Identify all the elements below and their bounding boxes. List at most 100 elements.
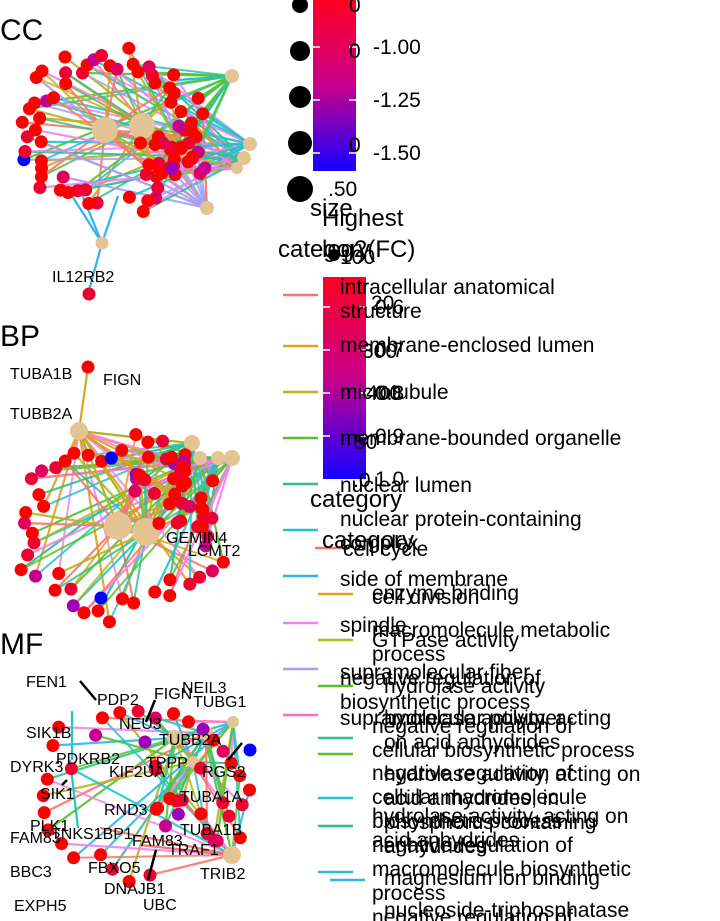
gene-node <box>194 761 208 775</box>
size-partial-tick: 300 <box>362 340 397 363</box>
cc-category-legend: intracellular anatomical structure membr… <box>340 276 621 730</box>
category-legend-title-2: category <box>322 527 414 554</box>
gene-node <box>196 107 210 121</box>
network-edge <box>78 430 181 474</box>
gene-label: PLK1 <box>30 818 69 835</box>
gene-node <box>113 706 127 720</box>
gene-node <box>163 792 177 805</box>
gene-label: TUBG1 <box>193 694 246 711</box>
gene-node <box>205 511 219 525</box>
mf-category-label: on acid anhydrides <box>384 731 560 754</box>
gene-node <box>36 789 50 803</box>
bp-category-label: cell division <box>372 586 479 609</box>
network-edge <box>177 74 233 82</box>
mf-category-label: acid anhydrides, in <box>384 787 559 810</box>
network-edge <box>47 737 176 831</box>
bp-category-label: negative regulation of <box>340 667 541 690</box>
network-edge <box>26 135 208 210</box>
bp-category-label: macromolecule metabolic <box>372 619 610 642</box>
cc-gene-labels: IL12RB2 <box>52 269 114 286</box>
gene-node <box>82 287 96 301</box>
gene-label: TUBB2A <box>159 732 222 749</box>
bp-category-label: negative regulation of <box>372 834 573 857</box>
cc-category-label: membrane-enclosed lumen <box>340 334 594 357</box>
gene-node <box>82 197 96 210</box>
gene-node <box>243 783 256 797</box>
cc-category-label: intracellular anatomical <box>340 276 555 299</box>
category-node <box>243 137 257 151</box>
gene-node <box>139 168 153 181</box>
gene-label: TRAF1 <box>168 842 219 859</box>
network-edge <box>164 737 177 827</box>
gene-node <box>194 491 208 505</box>
gene-node <box>18 145 32 158</box>
gene-node <box>32 488 46 502</box>
bp-category-label: negative regulation of <box>372 906 573 921</box>
network-edge <box>154 721 234 768</box>
gene-node <box>198 161 212 175</box>
gene-node <box>195 520 209 534</box>
gene-node <box>89 728 103 742</box>
gene-node <box>141 450 155 464</box>
gene-node <box>28 123 42 137</box>
gene-node <box>122 41 136 55</box>
cc-category-label: supramolecular polymer <box>340 707 564 730</box>
gene-label: FEN1 <box>26 674 67 691</box>
gene-node <box>64 582 78 596</box>
cc-category-label: supramolecular fiber <box>340 661 530 684</box>
network-edge <box>169 721 234 800</box>
category-node <box>70 422 88 440</box>
mf-category-label: phosphorus-containing <box>384 811 596 834</box>
network-edge <box>188 457 219 508</box>
gene-node <box>148 759 162 773</box>
gene-node <box>127 596 141 610</box>
gene-node <box>142 158 156 172</box>
cc-category-label: membrane-bounded organelle <box>340 427 621 450</box>
gene-node <box>131 65 145 79</box>
gene-label: FBXO5 <box>88 860 141 877</box>
gene-node <box>147 487 161 500</box>
gene-label: BBC3 <box>10 864 52 881</box>
gene-node <box>19 506 33 519</box>
gene-node <box>174 142 188 155</box>
gene-label: IL12RB2 <box>52 269 114 286</box>
gene-node <box>172 119 186 133</box>
bp-category-label: biosynthetic process <box>372 810 562 833</box>
network-edge <box>156 737 177 809</box>
gene-node <box>129 428 143 442</box>
gene-node <box>67 851 81 865</box>
gene-node <box>25 526 39 540</box>
gene-label: GEMIN4 <box>166 530 227 547</box>
gene-node <box>95 49 108 62</box>
size-legend-dot-small <box>328 249 340 261</box>
mf-category-label: magnesium ion binding <box>384 867 600 890</box>
colorbar-cc-partial-tick: 0 <box>349 134 361 157</box>
gene-node <box>94 591 108 605</box>
size-partial-tick: 20 <box>371 292 394 315</box>
gene-node <box>165 450 179 464</box>
gene-node <box>167 707 180 721</box>
gene-node <box>200 827 214 840</box>
network-edge <box>46 778 233 856</box>
colorbar-cc <box>313 0 356 171</box>
gene-node <box>52 567 66 580</box>
gene-label: EXPH5 <box>14 898 67 915</box>
network-edge <box>198 457 225 563</box>
gene-node <box>59 66 73 80</box>
category-node <box>237 151 251 165</box>
gene-label: SIK1 <box>40 786 75 803</box>
category-node <box>104 512 132 540</box>
network-edge <box>139 843 233 857</box>
gene-node <box>105 862 119 876</box>
category-node <box>223 846 241 864</box>
gene-node <box>216 555 230 569</box>
gene-label: TRIB2 <box>200 866 245 883</box>
gene-node <box>141 435 155 449</box>
gene-node <box>122 190 136 204</box>
gene-label: TNKS1BP1 <box>51 826 133 843</box>
gene-node <box>216 744 230 758</box>
gene-label: FAM83 <box>10 830 61 847</box>
gene-node <box>14 563 28 577</box>
category-node <box>193 451 207 465</box>
bp-category-label: macromolecule biosynthetic <box>372 858 631 881</box>
